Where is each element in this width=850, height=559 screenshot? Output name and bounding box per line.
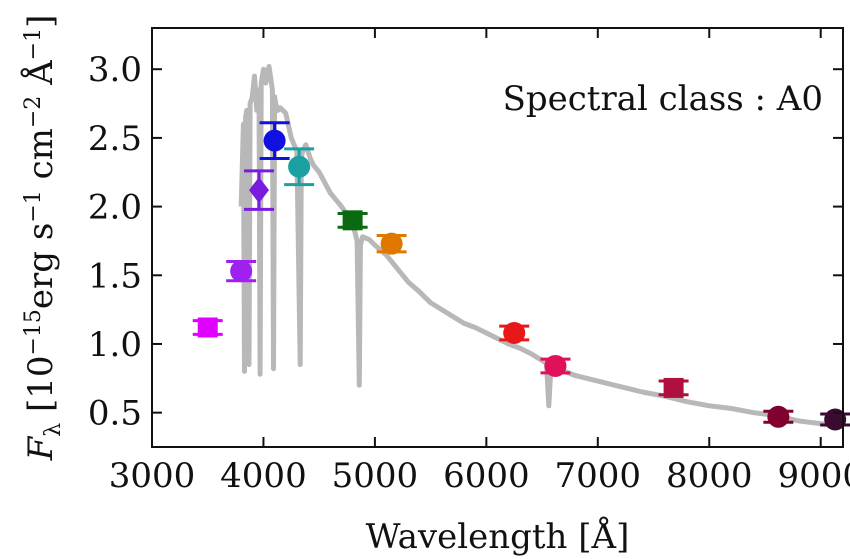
y-axis-label-subscript: λ [41,423,66,437]
y-tick-label: 2.5 [88,119,142,159]
marker-circle [767,405,790,428]
x-tick-label: 7000 [555,456,642,496]
y-tick-label: 0.5 [88,394,142,434]
marker-circle [380,232,403,255]
marker-square [342,210,363,231]
data-point [226,260,257,283]
x-axis-label: Wavelength [Å] [366,516,630,557]
y-axis-label-exp2: −1 [21,190,46,222]
data-points-layer [192,121,850,431]
marker-circle [824,408,847,431]
axes-frame [151,27,844,448]
marker-square [663,377,684,398]
y-tick-label: 2.0 [88,188,142,228]
data-point [376,232,407,255]
y-axis-label-cm: cm [21,128,61,190]
y-axis-label-exp1: −15 [21,309,46,355]
y-tick-label: 1.0 [88,325,142,365]
data-point [820,408,850,431]
y-axis-label: Fλ [10−15erg s−1 cm−2 Å−1] [20,15,66,462]
x-tick-label: 3000 [109,456,196,496]
spectral-class-annotation: Spectral class : A0 [503,79,823,119]
spectrum-layer [238,64,844,429]
marker-diamond [248,177,269,204]
marker-circle [288,155,311,178]
data-point [658,377,689,398]
y-axis-label-ang: Å [20,60,61,96]
y-tick-label: 3.0 [88,50,142,90]
data-point [540,354,571,377]
x-tick-label: 6000 [443,456,530,496]
x-tick-label: 8000 [666,456,753,496]
data-point [499,321,530,344]
data-point [284,147,315,187]
x-tick-label: 4000 [220,456,307,496]
spectrum-line [238,64,844,429]
y-axis-label-close: ] [21,15,61,28]
y-axis-label-erg: erg s [21,223,61,309]
y-axis-label-symbol: F [21,435,61,461]
y-axis-label-exp3: −2 [21,96,46,128]
marker-circle [503,321,526,344]
marker-square [197,317,218,338]
marker-circle [544,354,567,377]
y-axis-label-exp4: −1 [21,28,46,60]
data-point [192,317,223,338]
y-axis-label-open: [10 [21,356,61,423]
data-point [763,405,794,428]
data-point [259,121,290,161]
y-tick-label: 1.5 [88,256,142,296]
data-point [243,169,274,211]
marker-circle [263,129,286,152]
data-point [337,210,368,231]
x-tick-label: 5000 [332,456,419,496]
marker-circle [230,260,253,283]
